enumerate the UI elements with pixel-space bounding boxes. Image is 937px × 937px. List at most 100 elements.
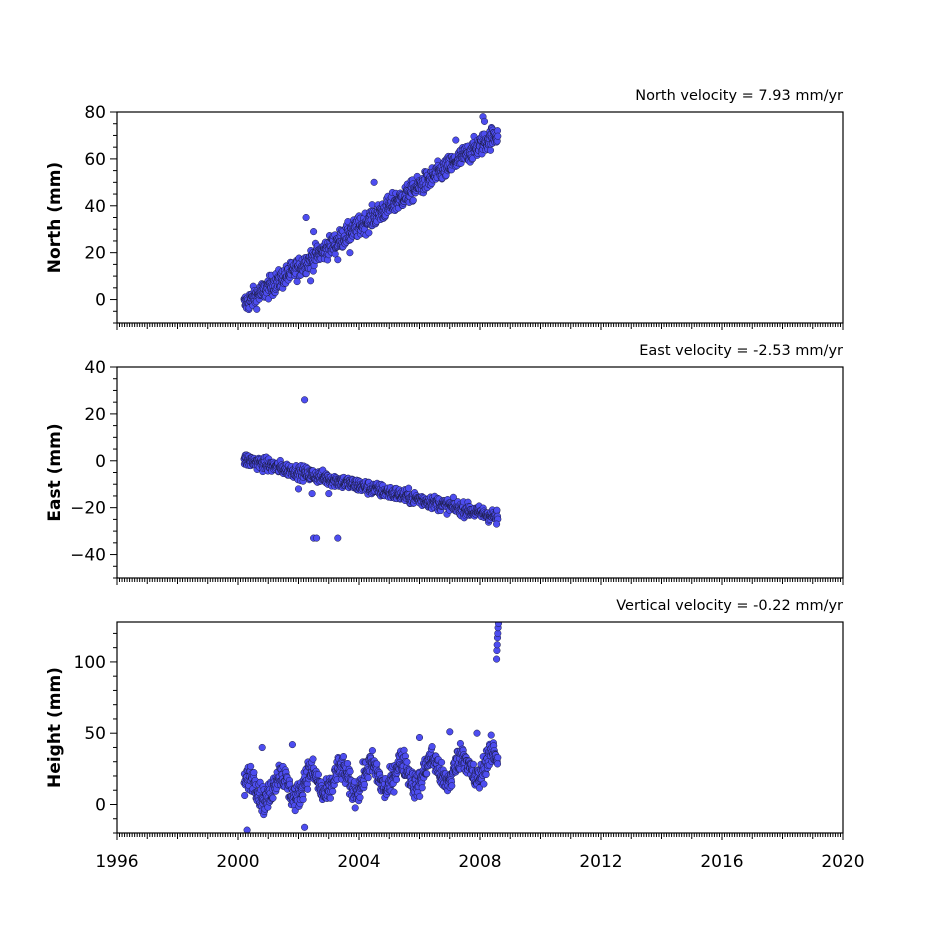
data-point bbox=[428, 743, 436, 751]
data-point bbox=[346, 767, 354, 776]
x-axis-tick-labels: 1996 2000 2004 2008 2012 2016 2020 bbox=[95, 852, 864, 872]
data-point bbox=[392, 776, 401, 784]
y-axis-label: North (mm) bbox=[45, 162, 65, 273]
outlier-point bbox=[302, 213, 310, 222]
y-tick-label: 60 bbox=[84, 150, 106, 170]
data-point bbox=[400, 746, 408, 754]
outlier-point bbox=[446, 728, 454, 736]
y-tick-label: 0 bbox=[95, 452, 106, 472]
data-point bbox=[487, 731, 495, 739]
data-point bbox=[480, 780, 488, 788]
data-point bbox=[486, 146, 495, 154]
data-point bbox=[326, 794, 334, 802]
outlier-point bbox=[301, 823, 309, 831]
outlier-point bbox=[494, 622, 503, 627]
data-point bbox=[253, 305, 261, 313]
data-point bbox=[269, 794, 277, 802]
x-tick-label: 2000 bbox=[216, 852, 259, 872]
data-point bbox=[351, 804, 359, 812]
data-point bbox=[329, 787, 337, 795]
data-point bbox=[365, 229, 373, 237]
data-point bbox=[309, 755, 317, 763]
x-tick-label: 2008 bbox=[458, 852, 501, 872]
data-point bbox=[405, 484, 413, 492]
y-tick-label: 0 bbox=[95, 795, 106, 815]
data-point bbox=[390, 788, 398, 796]
outlier-point bbox=[294, 485, 303, 493]
outlier-point bbox=[493, 641, 501, 649]
outlier-point bbox=[258, 743, 266, 752]
data-point bbox=[448, 782, 456, 790]
data-point bbox=[475, 784, 483, 792]
outlier-point bbox=[493, 655, 501, 663]
data-points bbox=[240, 622, 503, 833]
outlier-point bbox=[334, 256, 342, 264]
data-point bbox=[373, 760, 381, 768]
outlier-point bbox=[415, 733, 424, 742]
x-tick-label: 2020 bbox=[821, 852, 864, 872]
outlier-point bbox=[452, 136, 460, 144]
height-panel: 0 50 100 Vertical velocity = -0.22 mm/yr Hei… bbox=[45, 598, 844, 840]
data-point bbox=[299, 795, 307, 804]
outlier-point bbox=[473, 729, 481, 737]
x-tick-label: 2016 bbox=[700, 852, 743, 872]
data-point bbox=[494, 132, 502, 140]
y-tick-label: 50 bbox=[84, 724, 106, 744]
data-point bbox=[482, 770, 490, 779]
y-axis-label: East (mm) bbox=[45, 423, 65, 521]
data-point bbox=[250, 768, 258, 777]
east-panel: −40 −20 0 20 40 East velocity = -2.53 mm/yr Ea… bbox=[45, 343, 844, 585]
outlier-point bbox=[243, 826, 251, 833]
y-tick-label: 20 bbox=[84, 244, 106, 264]
data-point bbox=[469, 760, 477, 768]
outlier-point bbox=[288, 741, 296, 749]
data-point bbox=[409, 196, 417, 204]
data-points bbox=[240, 113, 502, 314]
y-tick-label: −20 bbox=[70, 499, 106, 519]
outlier-point bbox=[313, 534, 321, 542]
data-point bbox=[418, 784, 426, 792]
y-tick-label: 40 bbox=[84, 358, 106, 378]
outlier-point bbox=[308, 490, 316, 498]
outlier-point bbox=[325, 490, 333, 498]
y-tick-label: −40 bbox=[70, 546, 106, 566]
data-point bbox=[247, 762, 255, 770]
data-point bbox=[493, 506, 501, 514]
y-tick-label: 40 bbox=[84, 197, 106, 217]
data-point bbox=[438, 758, 446, 766]
data-point bbox=[494, 754, 502, 762]
data-point bbox=[368, 747, 376, 755]
data-point bbox=[356, 793, 364, 801]
y-tick-label: 100 bbox=[74, 653, 106, 673]
outlier-point bbox=[493, 520, 501, 528]
outlier-point bbox=[370, 178, 378, 186]
velocity-label: East velocity = -2.53 mm/yr bbox=[639, 343, 843, 359]
outlier-point bbox=[346, 249, 354, 257]
data-point bbox=[344, 759, 352, 768]
data-point bbox=[304, 785, 312, 793]
x-tick-label: 2004 bbox=[337, 852, 380, 872]
y-tick-label: 80 bbox=[84, 103, 106, 123]
data-point bbox=[360, 780, 368, 789]
outlier-point bbox=[480, 117, 489, 125]
outlier-point bbox=[310, 228, 318, 236]
velocity-label: North velocity = 7.93 mm/yr bbox=[635, 88, 843, 104]
data-point bbox=[416, 792, 424, 800]
outlier-point bbox=[301, 396, 309, 404]
data-point bbox=[241, 791, 249, 800]
plot-frame bbox=[116, 621, 844, 834]
outlier-point bbox=[307, 277, 315, 285]
data-point bbox=[339, 752, 348, 761]
data-point bbox=[493, 760, 502, 768]
data-point bbox=[364, 774, 372, 782]
data-point bbox=[314, 770, 322, 779]
outlier-point bbox=[334, 534, 342, 542]
north-panel: 0 20 40 60 80 North velocity = 7.93 mm/yr Nort… bbox=[45, 88, 844, 330]
y-tick-label: 0 bbox=[95, 291, 106, 311]
x-tick-label: 1996 bbox=[95, 852, 138, 872]
data-point bbox=[423, 770, 431, 778]
velocity-label: Vertical velocity = -0.22 mm/yr bbox=[616, 598, 843, 614]
data-point bbox=[293, 278, 301, 286]
